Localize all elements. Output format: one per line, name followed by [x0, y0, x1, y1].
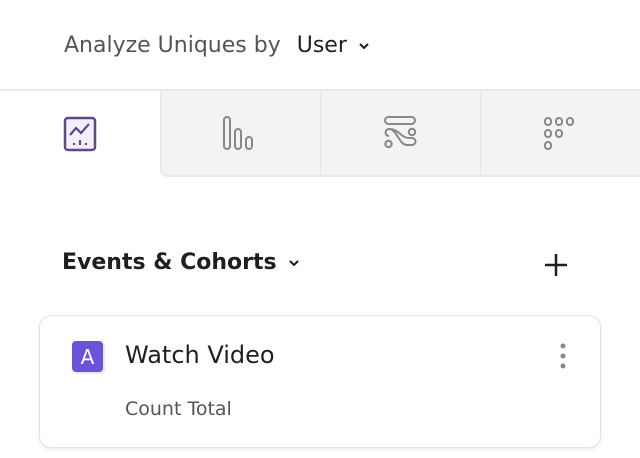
- event-card[interactable]: A Watch Video Count Total: [39, 315, 601, 448]
- analyze-label: Analyze Uniques by: [64, 33, 281, 58]
- events-cohorts-dropdown[interactable]: Events & Cohorts: [62, 250, 301, 275]
- header: Analyze Uniques by User: [0, 0, 640, 91]
- tab-flows[interactable]: [320, 91, 480, 177]
- add-event-button[interactable]: [543, 252, 569, 278]
- line-chart-icon: [63, 116, 97, 152]
- event-measure[interactable]: Count Total: [125, 398, 232, 420]
- event-letter-badge: A: [72, 341, 103, 372]
- section-title: Events & Cohorts: [62, 250, 277, 275]
- analyze-value: User: [296, 33, 347, 58]
- chart-type-tabs: [0, 91, 640, 177]
- tab-retention[interactable]: [480, 91, 640, 177]
- event-name[interactable]: Watch Video: [125, 341, 275, 369]
- chevron-down-icon: [359, 42, 369, 49]
- bar-chart-icon: [222, 116, 253, 150]
- chevron-down-icon: [288, 259, 299, 266]
- retention-grid-icon: [543, 117, 574, 150]
- flows-icon: [383, 116, 416, 149]
- tab-bar[interactable]: [160, 91, 320, 177]
- more-options-icon[interactable]: [558, 342, 568, 370]
- analyze-by-selector[interactable]: Analyze Uniques by User: [64, 33, 371, 58]
- tab-insights[interactable]: [0, 91, 160, 177]
